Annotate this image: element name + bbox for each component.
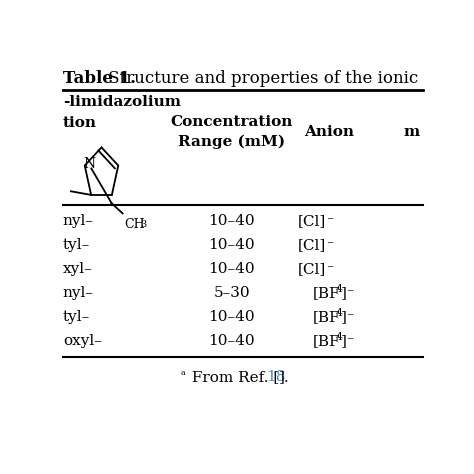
Text: N: N	[83, 157, 95, 171]
Text: [Cl]: [Cl]	[297, 262, 326, 276]
Text: -limidazolium: -limidazolium	[63, 95, 181, 109]
Text: Range (mM): Range (mM)	[178, 134, 285, 149]
Text: Table 1.: Table 1.	[63, 70, 136, 87]
Text: [Cl]: [Cl]	[297, 238, 326, 252]
Text: [BF: [BF	[313, 334, 340, 348]
Text: tyl–: tyl–	[63, 310, 90, 324]
Text: [Cl]: [Cl]	[297, 214, 326, 228]
Text: ⁻: ⁻	[326, 239, 333, 253]
Text: xyl–: xyl–	[63, 262, 93, 276]
Text: Concentration: Concentration	[171, 115, 293, 129]
Text: ⁻: ⁻	[346, 287, 354, 301]
Text: nyl–: nyl–	[63, 286, 94, 300]
Text: [BF: [BF	[313, 286, 340, 300]
Text: ᵃ: ᵃ	[181, 369, 185, 382]
Text: 4: 4	[336, 284, 343, 294]
Text: Structure and properties of the ionic: Structure and properties of the ionic	[102, 70, 418, 87]
Text: Anion: Anion	[304, 125, 354, 139]
Text: 4: 4	[336, 332, 343, 342]
Text: ⁻: ⁻	[326, 215, 333, 229]
Text: 3: 3	[141, 220, 147, 229]
Text: ⁻: ⁻	[326, 263, 333, 277]
Text: tyl–: tyl–	[63, 238, 90, 252]
Text: ⁻: ⁻	[346, 336, 354, 349]
Text: 10–40: 10–40	[209, 310, 255, 324]
Text: 5–30: 5–30	[214, 286, 250, 300]
Text: nyl–: nyl–	[63, 214, 94, 228]
Text: 10–40: 10–40	[209, 262, 255, 276]
Text: From Ref. [: From Ref. [	[187, 370, 279, 384]
Text: tion: tion	[63, 117, 97, 130]
Text: ]: ]	[341, 310, 347, 324]
Text: oxyl–: oxyl–	[63, 334, 102, 348]
Text: ]: ]	[341, 334, 347, 348]
Text: ]: ]	[341, 286, 347, 300]
Text: 10–40: 10–40	[209, 334, 255, 348]
Text: CH: CH	[124, 218, 145, 231]
Text: 10–40: 10–40	[209, 214, 255, 228]
Text: 4: 4	[336, 309, 343, 319]
Text: [BF: [BF	[313, 310, 340, 324]
Text: 18: 18	[266, 370, 285, 384]
Text: m: m	[404, 125, 420, 139]
Text: ].: ].	[279, 370, 290, 384]
Text: ⁻: ⁻	[346, 311, 354, 325]
Text: 10–40: 10–40	[209, 238, 255, 252]
